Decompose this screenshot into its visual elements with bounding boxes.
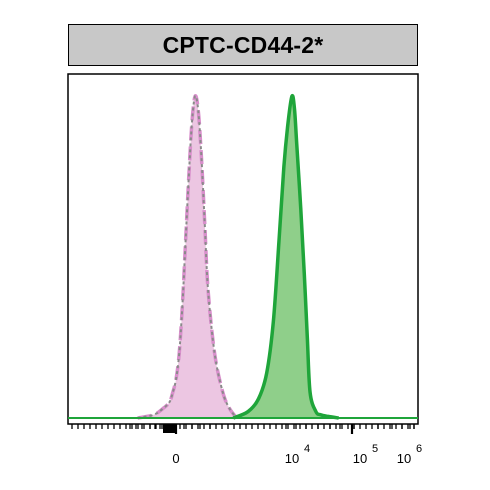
isotype-series-line (137, 94, 238, 419)
plot-frame (67, 73, 419, 425)
control-series-fill (137, 95, 237, 419)
x-tick-label: 10 (353, 451, 367, 466)
histogram-areas (68, 93, 418, 420)
stained-series-fill (233, 95, 339, 418)
x-tick-label: 10 (285, 451, 299, 466)
x-axis-tick-labels: 0 10 4 10 5 10 6 (172, 443, 422, 466)
x-tick-exponent: 4 (304, 443, 310, 455)
stained-series-line (232, 93, 339, 420)
chart-title: CPTC-CD44-2* (162, 31, 324, 58)
x-axis-minor-ticks (71, 424, 415, 434)
chart-title-box: CPTC-CD44-2* (68, 24, 418, 66)
x-tick-label: 10 (397, 451, 411, 466)
x-tick-label: 0 (172, 451, 179, 466)
x-tick-exponent: 5 (372, 443, 378, 455)
x-axis-tick-cluster (163, 424, 177, 433)
x-tick-exponent: 6 (416, 443, 422, 455)
